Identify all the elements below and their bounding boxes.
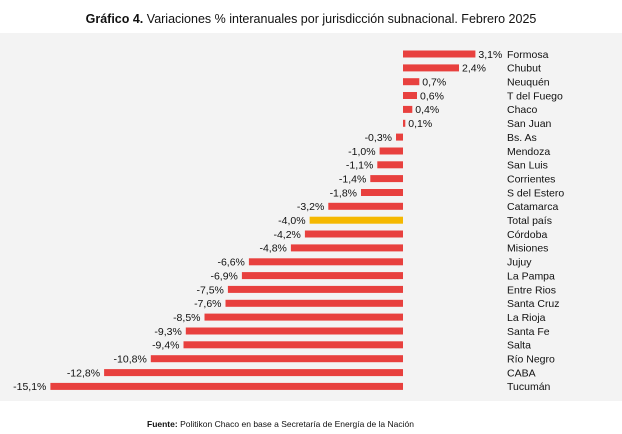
category-label: Córdoba [507, 229, 547, 241]
bar-total-país [309, 216, 403, 224]
bar-bs-as [396, 133, 403, 141]
category-label: Neuquén [507, 77, 550, 89]
data-label: -8,5% [173, 312, 200, 324]
category-label: Chaco [507, 104, 538, 116]
category-label: Jujuy [507, 257, 532, 269]
bar-neuquén [403, 78, 420, 86]
data-label: -7,5% [196, 284, 223, 296]
bar-tucumán [50, 382, 404, 390]
data-label: -3,2% [297, 201, 324, 213]
category-label: La Pampa [507, 270, 555, 282]
source-text: Politikon Chaco en base a Secretaría de … [180, 419, 414, 429]
data-label: -12,8% [67, 367, 100, 379]
category-label: CABA [507, 367, 536, 379]
bar-córdoba [304, 230, 403, 238]
data-label: 0,4% [415, 104, 439, 116]
category-label: Santa Fe [507, 326, 550, 338]
category-label: San Luis [507, 160, 548, 172]
chart-title-prefix: Gráfico 4. [85, 12, 144, 26]
bar-santa-cruz [225, 299, 403, 307]
data-label: -15,1% [13, 381, 46, 393]
bar-chaco [403, 105, 413, 113]
category-label: Mendoza [507, 146, 550, 158]
bar-san-juan [403, 119, 406, 127]
bar-mendoza [379, 147, 403, 155]
source-prefix: Fuente: [147, 419, 178, 429]
bar-caba [104, 369, 403, 377]
data-label: -9,4% [152, 340, 179, 352]
bar-catamarca [328, 202, 403, 210]
data-label: 0,6% [420, 90, 444, 102]
data-label: -1,1% [346, 160, 373, 172]
bar-entre-rios [227, 285, 403, 293]
chart-panel: 3,1% Formosa 2,4% Chubut 0,7% Neuquén 0,6% T de… [0, 33, 622, 401]
data-label: -1,0% [348, 146, 375, 158]
category-label: T del Fuego [507, 90, 563, 102]
chart-source: Fuente: Politikon Chaco en base a Secret… [147, 419, 414, 429]
category-label: San Juan [507, 118, 552, 130]
data-label: -4,8% [259, 243, 286, 255]
data-label: -4,0% [278, 215, 305, 227]
bar-chart: 3,1% Formosa 2,4% Chubut 0,7% Neuquén 0,6% T de… [13, 49, 564, 393]
category-label: Río Negro [507, 354, 555, 366]
data-label: 3,1% [478, 49, 502, 61]
bar-t-del-fuego [403, 92, 417, 99]
bar-chubut [403, 64, 459, 72]
bar-la-pampa [241, 272, 403, 280]
data-label: -9,3% [154, 326, 181, 338]
data-label: -10,8% [114, 354, 147, 366]
data-label: -4,2% [273, 229, 300, 241]
category-label: S del Estero [507, 187, 564, 199]
data-label: -6,9% [210, 270, 237, 282]
category-label: Chubut [507, 63, 541, 75]
data-label: 0,7% [422, 77, 446, 89]
bar-río-negro [150, 355, 403, 363]
category-label: Entre Rios [507, 284, 556, 296]
bar-formosa [403, 50, 476, 58]
data-label: -0,3% [365, 132, 392, 144]
data-label: -1,8% [330, 187, 357, 199]
category-label: Bs. As [507, 132, 537, 144]
bar-la-rioja [204, 313, 403, 321]
bar-jujuy [248, 258, 403, 266]
bar-corrientes [370, 175, 403, 183]
category-label: Corrientes [507, 173, 555, 185]
bar-misiones [290, 244, 403, 252]
category-label: Tucumán [507, 381, 551, 393]
data-label: -1,4% [339, 173, 366, 185]
category-label: Formosa [507, 49, 549, 61]
data-label: -6,6% [217, 257, 244, 269]
category-label: La Rioja [507, 312, 546, 324]
category-label: Misiones [507, 243, 548, 255]
data-label: 0,1% [408, 118, 432, 130]
category-label: Catamarca [507, 201, 559, 213]
bar-salta [183, 341, 403, 349]
bar-san-luis [377, 161, 403, 169]
chart-title: Gráfico 4. Variaciones % interanuales po… [0, 12, 622, 26]
bar-s-del-estero [361, 189, 403, 196]
category-label: Total país [507, 215, 552, 227]
chart-title-text: Variaciones % interanuales por jurisdicc… [146, 12, 537, 26]
bar-santa-fe [185, 327, 403, 335]
category-label: Santa Cruz [507, 298, 560, 310]
data-label: -7,6% [194, 298, 221, 310]
data-label: 2,4% [462, 63, 486, 75]
category-label: Salta [507, 340, 531, 352]
